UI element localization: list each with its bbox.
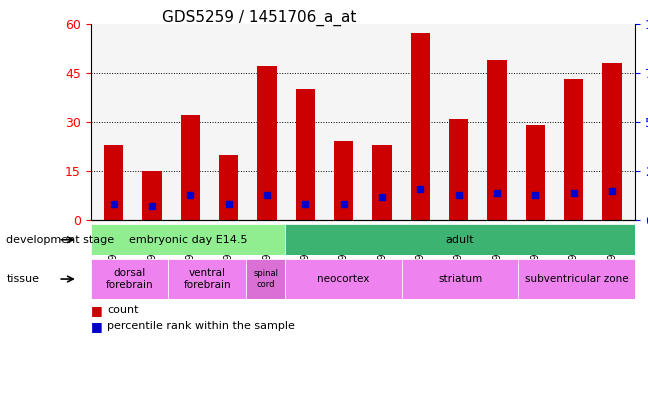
Bar	[295, 89, 315, 220]
Bar	[334, 141, 353, 220]
FancyBboxPatch shape	[518, 259, 635, 299]
Text: adult: adult	[446, 235, 474, 245]
FancyBboxPatch shape	[285, 259, 402, 299]
FancyBboxPatch shape	[246, 259, 285, 299]
Text: neocortex: neocortex	[318, 274, 369, 284]
Text: ventral
forebrain: ventral forebrain	[183, 268, 231, 290]
FancyBboxPatch shape	[91, 259, 168, 299]
Bar	[104, 145, 123, 220]
Text: ■: ■	[91, 320, 102, 333]
Text: count: count	[107, 305, 139, 316]
Bar	[411, 33, 430, 220]
Bar	[257, 66, 277, 220]
Bar	[603, 63, 621, 220]
Text: GDS5259 / 1451706_a_at: GDS5259 / 1451706_a_at	[162, 10, 356, 26]
Bar	[219, 154, 238, 220]
FancyBboxPatch shape	[402, 259, 518, 299]
Text: subventricular zone: subventricular zone	[525, 274, 629, 284]
Text: percentile rank within the sample: percentile rank within the sample	[107, 321, 295, 331]
FancyBboxPatch shape	[285, 224, 635, 255]
Bar	[143, 171, 161, 220]
Bar	[373, 145, 391, 220]
Bar	[526, 125, 545, 220]
Bar	[449, 119, 469, 220]
Text: ■: ■	[91, 304, 102, 317]
Text: striatum: striatum	[438, 274, 482, 284]
Text: spinal
cord: spinal cord	[253, 269, 278, 289]
Text: dorsal
forebrain: dorsal forebrain	[106, 268, 154, 290]
Text: tissue: tissue	[6, 274, 40, 284]
Text: embryonic day E14.5: embryonic day E14.5	[129, 235, 247, 245]
FancyBboxPatch shape	[168, 259, 246, 299]
Bar	[564, 79, 583, 220]
FancyBboxPatch shape	[91, 224, 285, 255]
Bar	[181, 115, 200, 220]
Bar	[487, 60, 507, 220]
Text: development stage: development stage	[6, 235, 115, 245]
